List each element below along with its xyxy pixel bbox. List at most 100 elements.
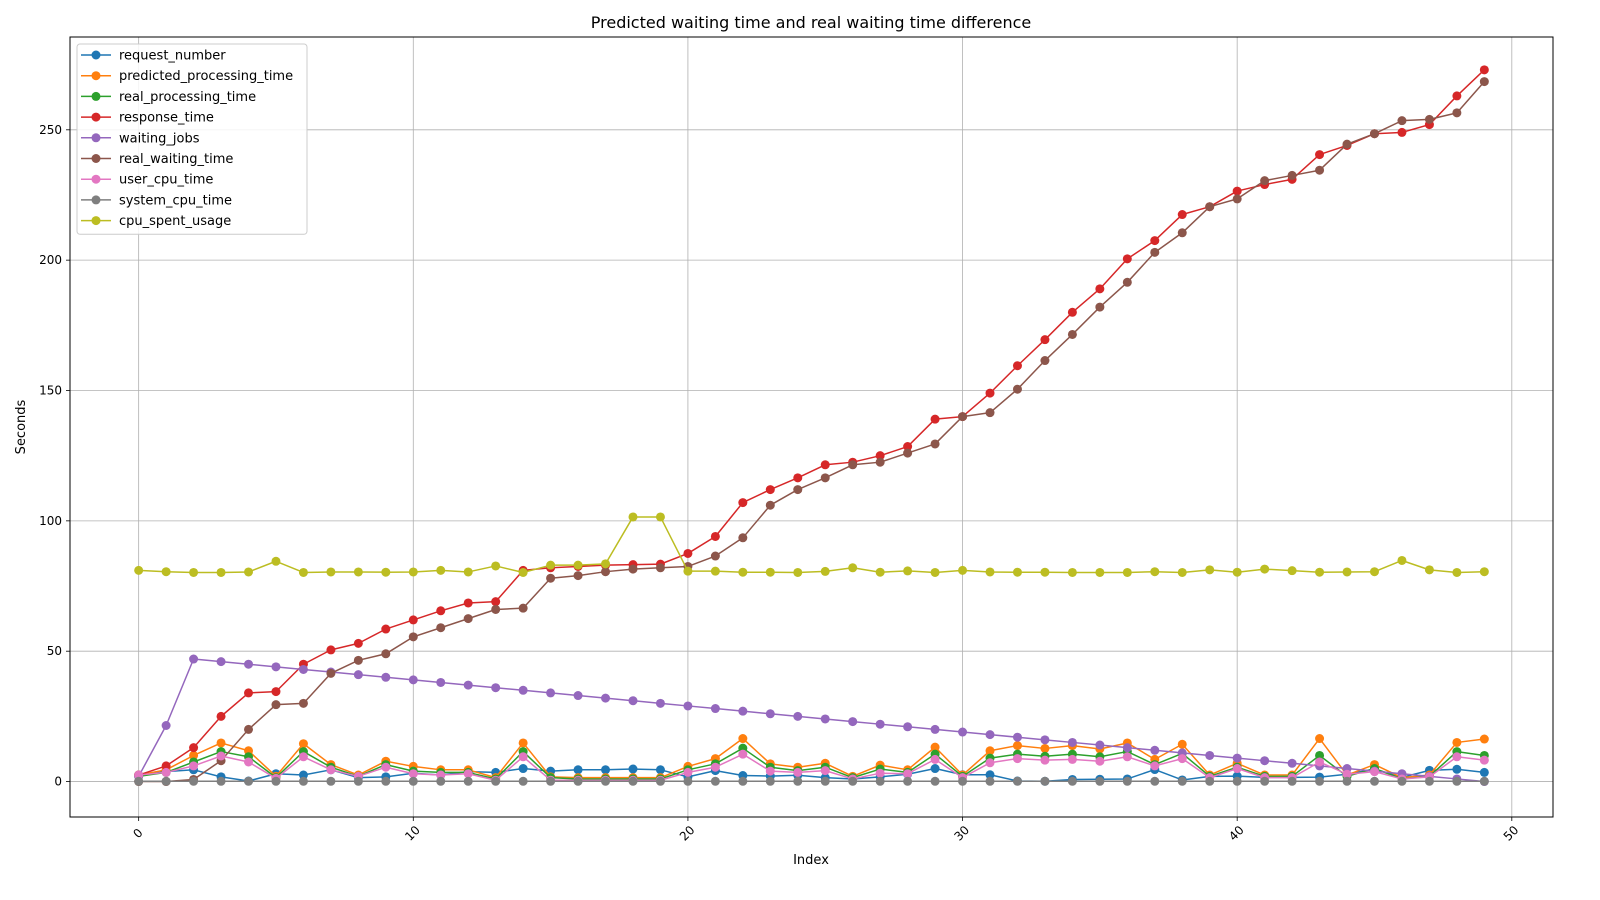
legend-swatch-marker [91,133,101,143]
data-point [1424,565,1434,575]
data-point [1122,277,1132,287]
data-point [1205,202,1215,212]
data-point [1342,139,1352,149]
data-point [793,711,803,721]
data-point [463,776,473,786]
data-point [353,567,363,577]
y-axis: 0 50 100 150 200 250 [39,123,70,789]
data-point [1095,756,1105,766]
legend-swatch-marker [91,112,101,122]
data-point [738,567,748,577]
data-point [436,565,446,575]
data-point [1177,567,1187,577]
data-point [765,709,775,719]
data-point [683,767,693,777]
data-point [271,662,281,672]
data-point [655,698,665,708]
data-point [1040,335,1050,345]
data-point [1067,329,1077,339]
legend-item-waiting_jobs: waiting_jobs [81,131,200,146]
data-point [1040,755,1050,765]
data-point [408,675,418,685]
data-point [216,657,226,667]
legend-item-response_time: response_time [81,111,214,126]
data-point [1067,776,1077,786]
data-point [546,776,556,786]
series-line [138,753,1485,781]
data-point [903,769,913,779]
data-point [381,649,391,659]
data-point [820,766,830,776]
series-layer [134,65,1489,787]
data-point [601,693,611,703]
data-point [216,567,226,577]
data-point [518,603,528,613]
data-point [1369,129,1379,139]
data-point [271,556,281,566]
data-point [683,566,693,576]
data-point [1479,734,1489,744]
data-point [518,685,528,695]
data-point [683,548,693,558]
data-point [655,765,665,775]
data-point [1397,555,1407,565]
data-point [765,766,775,776]
legend-item-user_cpu_time: user_cpu_time [81,173,213,188]
data-point [326,765,336,775]
data-point [1122,743,1132,753]
data-point [875,768,885,778]
data-point [985,776,995,786]
data-point [1479,776,1489,786]
legend-item-predicted_processing_time: predicted_processing_time [81,69,293,84]
data-point [189,567,199,577]
data-point [298,739,308,749]
data-point [271,687,281,697]
data-point [930,567,940,577]
series-line [138,69,1485,776]
data-point [1479,567,1489,577]
legend-swatch-marker [91,216,101,226]
data-point [1012,732,1022,742]
data-point [655,776,665,786]
data-point [1452,764,1462,774]
data-point [1452,91,1462,101]
data-point [930,764,940,774]
data-point [353,638,363,648]
legend-label: predicted_processing_time [119,69,293,84]
data-point [985,730,995,740]
data-point [518,764,528,774]
data-point [1040,776,1050,786]
data-point [1452,737,1462,747]
data-point [1452,776,1462,786]
data-point [1287,170,1297,180]
data-point [216,738,226,748]
legend-swatch-marker [91,71,101,81]
data-point [573,691,583,701]
data-point [930,414,940,424]
legend-label: real_waiting_time [119,152,233,167]
data-point [1095,302,1105,312]
data-point [793,473,803,483]
data-point [491,776,501,786]
data-point [436,677,446,687]
series-line [138,516,1485,574]
y-tick-label: 100 [39,514,62,528]
data-point [1315,757,1325,767]
data-point [1424,114,1434,124]
x-axis-label: Index [793,853,829,868]
data-point [1232,753,1242,763]
data-point [985,567,995,577]
data-point [628,564,638,574]
data-point [1067,737,1077,747]
data-point [875,457,885,467]
legend-item-real_waiting_time: real_waiting_time [81,152,233,167]
data-point [1177,228,1187,238]
legend-label: request_number [119,49,226,64]
legend-item-request_number: request_number [81,49,226,64]
data-point [1287,776,1297,786]
data-point [1122,254,1132,264]
legend-swatch-marker [91,91,101,101]
series-line [138,737,1485,779]
data-point [1150,236,1160,246]
data-point [875,567,885,577]
